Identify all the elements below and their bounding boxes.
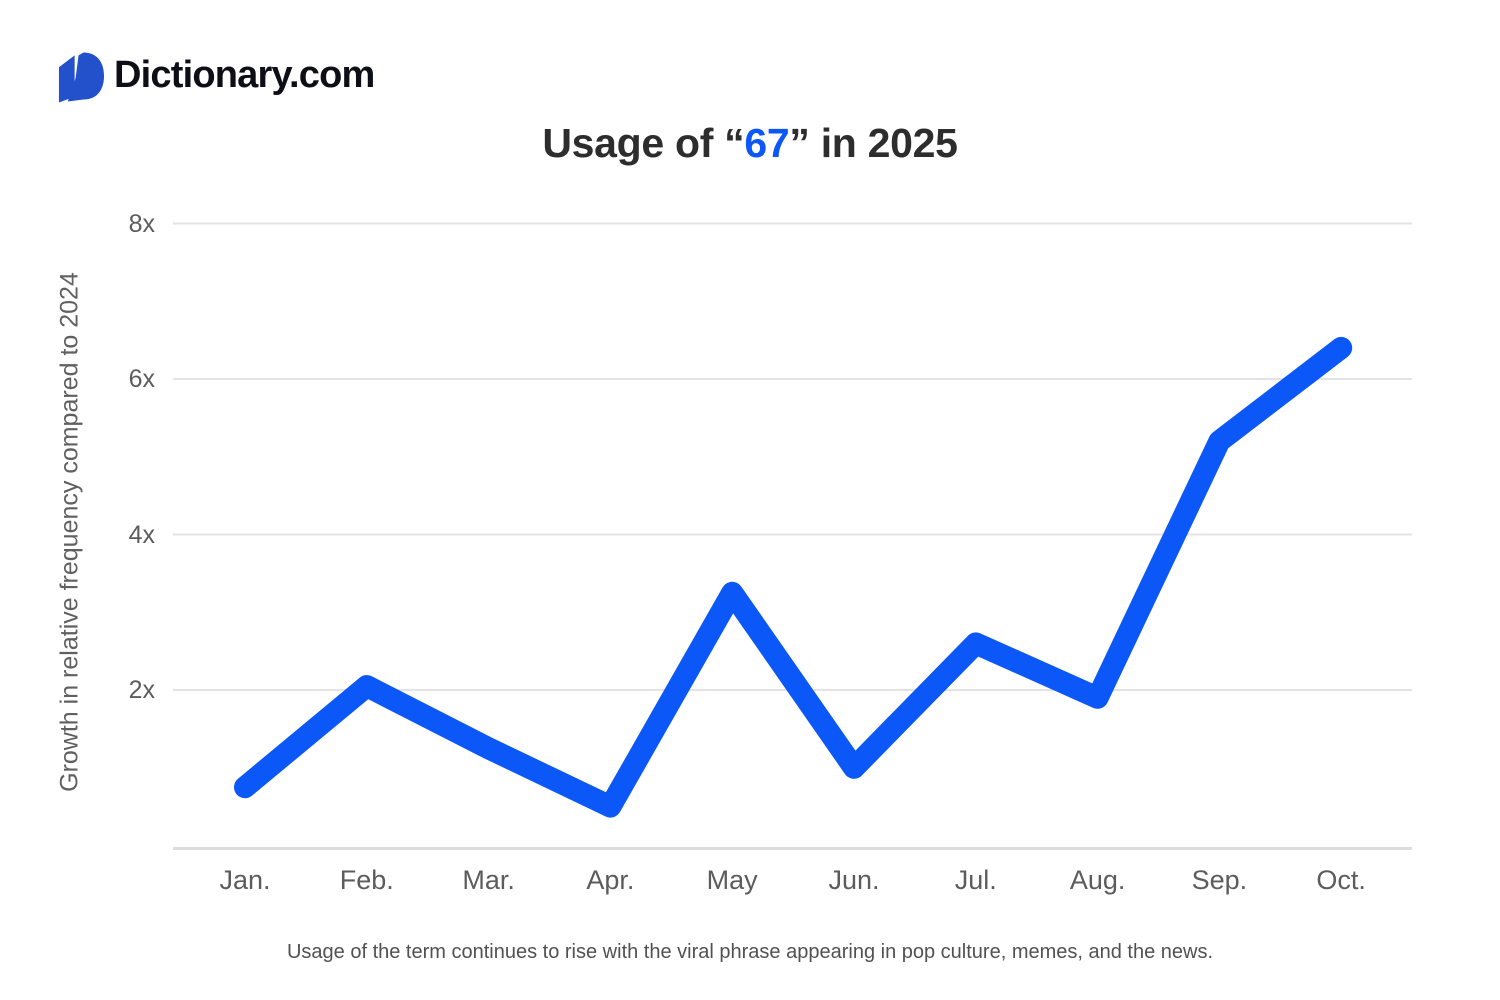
y-tick-label: 8x — [128, 209, 155, 238]
page-title: Usage of “67” in 2025 — [0, 120, 1500, 167]
title-term: 67 — [744, 120, 790, 166]
y-tick-label: 6x — [128, 365, 155, 393]
x-tick-label: Apr. — [586, 865, 635, 895]
x-tick-label: Jun. — [828, 865, 880, 895]
x-tick-label: Aug. — [1069, 865, 1126, 895]
y-tick-label: 2x — [128, 676, 155, 704]
title-prefix: Usage of “ — [542, 120, 745, 166]
chart-footnote: Usage of the term continues to rise with… — [286, 941, 1214, 963]
data-line — [234, 336, 1353, 818]
dictionary-logo: Dictionary.com — [56, 50, 375, 103]
x-tick-label: Mar. — [462, 865, 515, 895]
x-tick-label: Oct. — [1316, 865, 1366, 895]
x-tick-label: Jan. — [219, 865, 271, 895]
x-tick-label: Sep. — [1191, 865, 1248, 895]
x-tick-label: Jul. — [954, 865, 997, 895]
dictionary-wordmark: Dictionary.com — [114, 53, 375, 96]
x-tick-label: May — [706, 865, 758, 895]
x-tick-label: Feb. — [339, 865, 394, 895]
title-suffix: ” in 2025 — [789, 120, 958, 166]
dictionary-d-icon — [58, 52, 105, 103]
y-tick-label: 4x — [128, 520, 155, 549]
